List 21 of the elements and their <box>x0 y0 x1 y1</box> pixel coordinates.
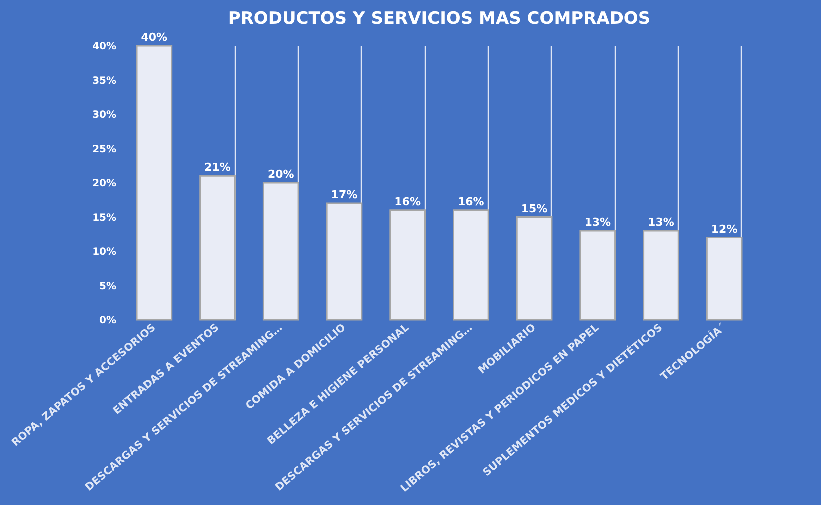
bar <box>136 45 173 321</box>
data-label: 20% <box>268 168 294 181</box>
y-tick-label: 5% <box>100 281 116 292</box>
data-label: 16% <box>458 195 484 208</box>
y-tick-label: 40% <box>92 42 116 52</box>
y-tick-label: 35% <box>92 76 116 87</box>
data-label: 13% <box>584 216 612 229</box>
y-tick-label: 30% <box>92 110 116 121</box>
data-label: 15% <box>521 202 548 216</box>
data-label: 13% <box>648 216 674 229</box>
y-tick-label: 0% <box>100 316 116 326</box>
y-tick-label: 25% <box>92 144 116 156</box>
data-label: 21% <box>204 161 231 174</box>
data-label: 12% <box>711 222 738 236</box>
data-label: 40% <box>141 31 168 44</box>
data-label: 16% <box>394 195 421 208</box>
chart-title: PRODUCTOS Y SERVICIOS MAS COMPRADOS <box>228 9 651 29</box>
y-tick-label: 20% <box>92 178 116 190</box>
y-tick-label: 15% <box>92 212 116 224</box>
y-tick-label: 10% <box>92 247 116 258</box>
data-label: 17% <box>331 188 358 202</box>
